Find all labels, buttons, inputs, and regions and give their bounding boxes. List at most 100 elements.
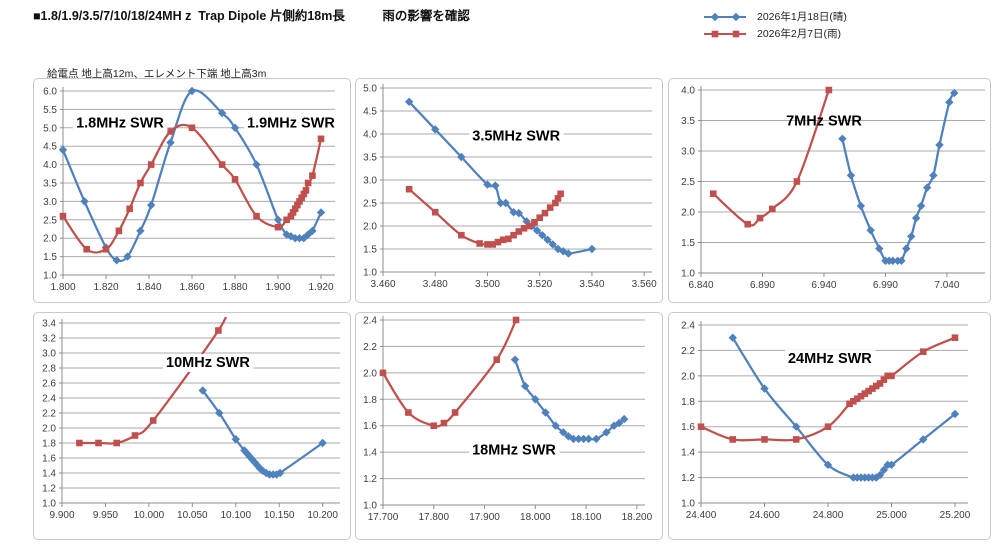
data-point-square (149, 417, 157, 424)
x-tick-label: 3.520 (527, 279, 552, 290)
data-point-diamond (564, 432, 573, 441)
data-point-diamond (838, 134, 847, 143)
y-tick-label: 2.0 (363, 368, 377, 379)
data-point-diamond (258, 466, 267, 475)
data-point-diamond (509, 208, 518, 217)
data-point-square (431, 208, 439, 216)
x-tick-label: 24.800 (813, 510, 844, 521)
y-tick-label: 1.4 (363, 448, 377, 459)
data-point-diamond (911, 213, 921, 223)
page-title: ■1.8/1.9/3.5/7/10/18/24MH z Trap Dipole … (33, 9, 470, 23)
data-point-square (95, 439, 102, 447)
data-point-square (756, 214, 764, 222)
legend-item-sunny: 2026年1月18日(晴) (702, 9, 847, 24)
data-point-diamond (295, 234, 304, 243)
data-point-square (83, 245, 90, 253)
data-point-square (884, 372, 891, 380)
y-tick-label: 2.0 (681, 371, 695, 382)
data-point-diamond (569, 434, 578, 444)
data-point-square (405, 409, 412, 416)
data-point-square (131, 432, 139, 439)
chart-3.5MHz: 1.0 1.5 2.0 2.5 3.0 3.5 4.0 4.5 5.0 3.460 3.480 3.5… (355, 78, 663, 303)
y-tick-label: 3.4 (42, 319, 56, 330)
data-point-square (298, 194, 305, 202)
data-point-square (729, 436, 737, 443)
data-point-square (300, 190, 308, 198)
data-point-diamond (587, 244, 597, 254)
y-tick-label: 2.4 (681, 321, 695, 332)
x-tick-label: 10.200 (307, 510, 338, 521)
data-point-diamond (728, 333, 737, 342)
data-point-diamond (230, 123, 240, 132)
data-point-diamond (123, 252, 132, 261)
data-point-diamond (491, 181, 500, 190)
band-label-bg (469, 127, 564, 146)
data-point-diamond (510, 355, 520, 364)
series-sunny (198, 386, 327, 479)
data-point-square (732, 30, 740, 37)
chart-canvas-7MHz: 1.0 1.5 2.0 2.5 3.0 3.5 4.0 6.840 6.890 6.940 6.99… (681, 86, 985, 291)
data-point-square (872, 382, 880, 390)
y-tick-label: 2.5 (681, 177, 695, 188)
data-point-square (76, 439, 83, 447)
x-tick-label: 10.000 (134, 510, 165, 521)
data-point-square (405, 185, 413, 193)
data-point-diamond (584, 434, 593, 444)
y-tick-label: 3.0 (43, 197, 57, 208)
y-tick-label: 1.0 (681, 499, 695, 510)
y-tick-label: 4.5 (363, 107, 377, 118)
y-tick-label: 1.8 (363, 395, 377, 406)
band-label: 18MHz SWR (472, 443, 556, 459)
data-point-square (231, 176, 239, 183)
data-point-diamond (308, 226, 317, 236)
y-tick-label: 6.0 (43, 87, 57, 98)
y-tick-label: 4.0 (681, 86, 695, 97)
x-tick-label: 1.900 (266, 282, 291, 293)
data-point-square (296, 198, 303, 205)
data-point-square (515, 228, 523, 235)
data-point-diamond (273, 215, 283, 224)
y-tick-label: 2.4 (363, 316, 377, 327)
x-tick-label: 7.040 (934, 280, 959, 291)
data-point-diamond (457, 152, 466, 162)
data-point-diamond (198, 386, 207, 395)
data-point-diamond (240, 446, 249, 455)
data-point-square (546, 204, 554, 211)
x-tick-label: 10.150 (264, 510, 295, 521)
x-tick-label: 25.200 (940, 510, 971, 521)
data-point-diamond (245, 452, 254, 461)
data-point-square (283, 216, 290, 224)
x-tick-label: 10.050 (177, 510, 208, 521)
series-sunny (58, 86, 326, 265)
data-point-square (493, 356, 501, 363)
data-point-diamond (261, 468, 271, 478)
y-tick-label: 1.6 (363, 421, 377, 432)
data-point-diamond (710, 12, 720, 21)
data-point-square (769, 205, 776, 213)
data-point-diamond (291, 234, 300, 243)
data-point-diamond (80, 197, 89, 206)
data-point-diamond (217, 108, 227, 118)
data-point-diamond (252, 160, 261, 169)
y-tick-label: 2.2 (363, 342, 377, 353)
data-point-square (541, 209, 549, 217)
y-tick-label: 1.0 (363, 501, 377, 512)
series-line (712, 88, 830, 227)
data-point-square (793, 178, 801, 185)
data-point-square (304, 179, 312, 187)
data-point-square (697, 423, 705, 431)
y-tick-label: 1.4 (681, 448, 695, 459)
data-point-diamond (538, 231, 547, 240)
data-point-square (709, 190, 717, 197)
data-point-square (289, 209, 297, 216)
data-point-square (440, 419, 448, 427)
data-point-square (554, 195, 562, 202)
y-tick-label: 1.0 (42, 499, 56, 510)
x-tick-label: 6.840 (688, 280, 713, 291)
y-tick-label: 5.5 (43, 105, 57, 116)
y-tick-label: 3.5 (43, 179, 57, 190)
band-label: 24MHz SWR (788, 351, 872, 367)
data-point-square (880, 376, 888, 383)
data-point-square (512, 316, 520, 324)
data-point-square (510, 231, 517, 239)
